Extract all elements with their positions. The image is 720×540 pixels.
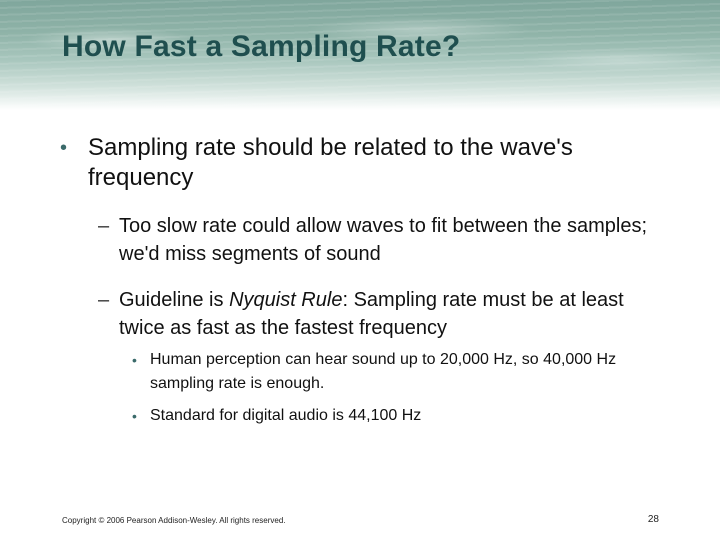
sub-sub-bullet-standard: • Standard for digital audio is 44,100 H… <box>132 404 662 428</box>
dash-mark: – <box>98 289 110 311</box>
bullet-text: Sampling rate should be related to the w… <box>88 134 573 191</box>
page-number: 28 <box>647 514 659 525</box>
dash-mark: – <box>98 215 110 237</box>
header-water-band <box>0 0 720 110</box>
bullet-sampling-rate: • Sampling rate should be related to the… <box>60 133 660 193</box>
bullet-mark: • <box>132 408 137 424</box>
guideline-suffix: : Sampling rate must be at least twice a… <box>119 289 624 339</box>
guideline-prefix: Guideline is <box>119 289 230 311</box>
bullet-mark: • <box>132 352 137 368</box>
sub-bullet-text: Guideline is Nyquist Rule: Sampling rate… <box>98 286 668 342</box>
sub-sub-bullet-text: Standard for digital audio is 44,100 Hz <box>150 407 422 424</box>
sub-sub-bullet-text: Human perception can hear sound up to 20… <box>150 351 617 392</box>
slide-title: How Fast a Sampling Rate? <box>62 30 461 63</box>
sub-bullet-text: Too slow rate could allow waves to fit b… <box>119 215 648 265</box>
bullet-mark: • <box>60 137 68 159</box>
footer-copyright: Copyright © 2006 Pearson Addison-Wesley.… <box>62 516 286 525</box>
nyquist-term: Nyquist Rule <box>229 289 343 311</box>
sub-sub-bullet-human: • Human perception can hear sound up to … <box>132 348 662 396</box>
sub-bullet-too-slow: – Too slow rate could allow waves to fit… <box>98 212 668 268</box>
sub-bullet-guideline: – Guideline is Nyquist Rule: Sampling ra… <box>98 286 668 342</box>
